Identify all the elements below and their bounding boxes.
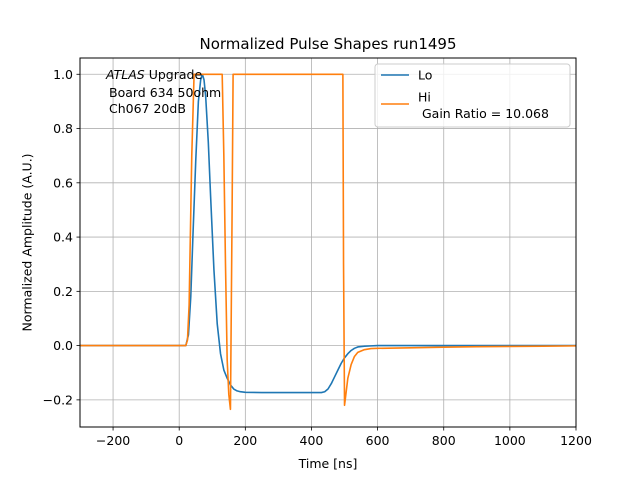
legend-label-lo: Lo	[418, 68, 432, 83]
legend-box	[374, 63, 571, 128]
legend: Lo Hi Gain Ratio = 10.068	[374, 63, 571, 128]
x-tick-label: 1000	[494, 433, 526, 448]
y-tick-label: 1.0	[53, 67, 73, 82]
series-line-lo	[80, 73, 576, 394]
x-tick-label: 800	[432, 433, 456, 448]
y-tick-label: 0.2	[53, 284, 73, 299]
chart-title: Normalized Pulse Shapes run1495	[199, 35, 456, 53]
x-axis-label: Time [ns]	[298, 456, 358, 471]
axes-frame	[79, 57, 577, 428]
annotation-line-2: Board 634 50ohm	[109, 85, 221, 100]
y-axis-label: Normalized Amplitude (A.U.)	[19, 153, 34, 331]
series-layer	[80, 73, 576, 411]
series-line-hi	[80, 73, 576, 411]
annotation-line-3: Ch067 20dB	[109, 101, 186, 116]
y-tick-label: 0.4	[53, 230, 73, 245]
y-tick-label: 0.6	[53, 175, 73, 190]
x-tick-label: 200	[233, 433, 257, 448]
annotation-upgrade: Upgrade	[145, 67, 203, 82]
annotation-line-1: ATLAS Upgrade	[105, 67, 202, 82]
atlas-annotation: ATLAS Upgrade Board 634 50ohm Ch067 20dB	[105, 67, 221, 116]
y-tick-label: 0.8	[53, 121, 73, 136]
x-tick-label: 0	[175, 433, 183, 448]
x-tick-label: 600	[366, 433, 390, 448]
y-tick-label: −0.2	[43, 392, 73, 407]
y-tick-label: 0.0	[53, 338, 73, 353]
x-tick-label: −200	[96, 433, 130, 448]
annotation-atlas: ATLAS	[105, 67, 145, 82]
ticks: −200 0 200 400 600 800 1000 1200 −0.2 0.0 0.2 0.4 0.…	[43, 67, 592, 448]
legend-label-gain-ratio: Gain Ratio = 10.068	[418, 106, 549, 121]
x-tick-label: 1200	[560, 433, 592, 448]
legend-label-hi: Hi	[418, 90, 431, 105]
x-tick-label: 400	[300, 433, 324, 448]
